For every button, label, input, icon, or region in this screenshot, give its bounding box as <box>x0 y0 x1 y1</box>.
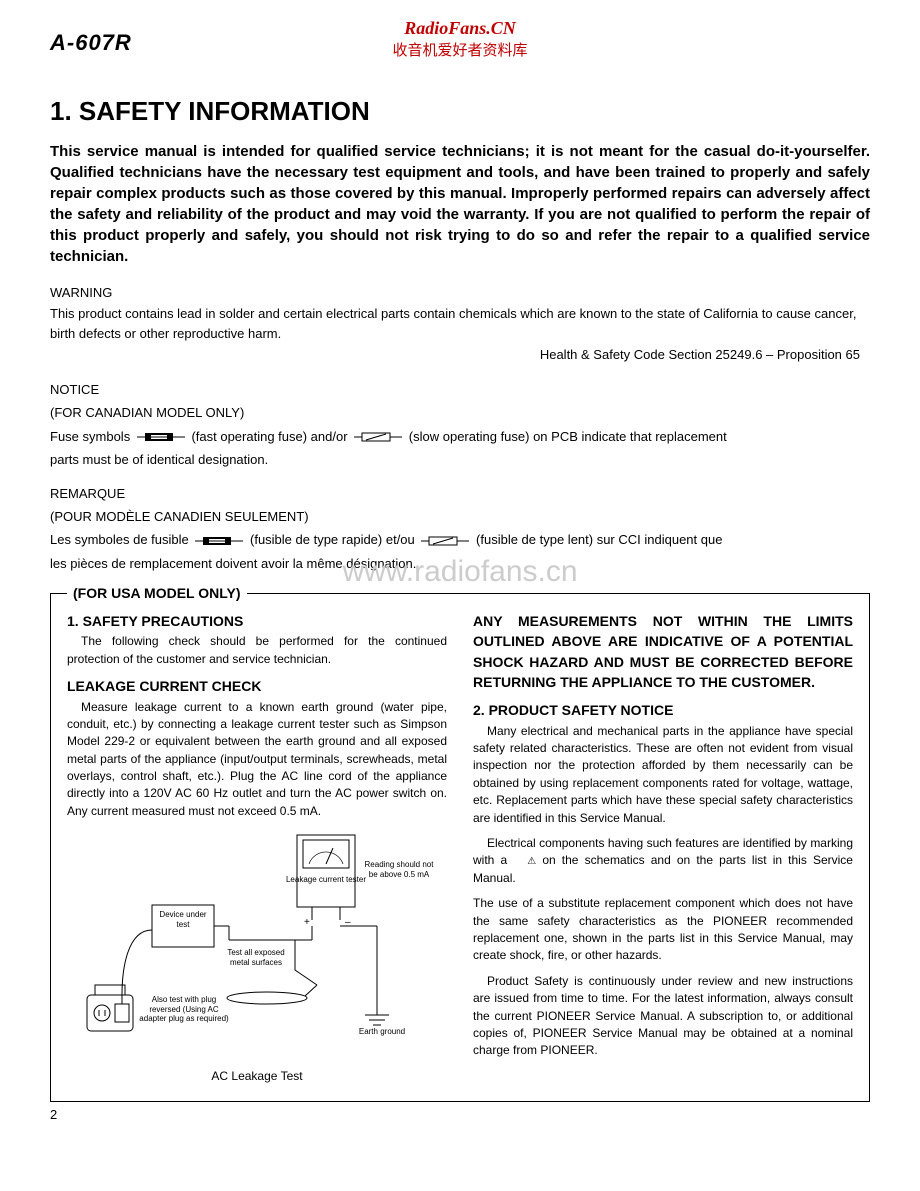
notice-fr: REMARQUE (POUR MODÈLE CANADIEN SEULEMENT… <box>50 482 870 576</box>
fuse-fast-icon <box>195 536 243 546</box>
warning-label: WARNING <box>50 285 870 300</box>
usa-box: (FOR USA MODEL ONLY) 1. SAFETY PRECAUTIO… <box>50 585 870 1102</box>
leakage-diagram: Leakage current tester Reading should no… <box>67 830 447 1085</box>
triangle-icon: ⚠ <box>513 855 536 870</box>
svg-text:+: + <box>304 917 310 928</box>
leakage-diagram-svg: Leakage current tester Reading should no… <box>77 830 437 1060</box>
health-code: Health & Safety Code Section 25249.6 – P… <box>50 347 870 362</box>
svg-text:Leakage current tester: Leakage current tester <box>286 875 366 884</box>
leakage-heading: LEAKAGE CURRENT CHECK <box>67 676 447 696</box>
remarque-pre: Les symboles de fusible <box>50 532 189 547</box>
product-safety-p1: Many electrical and mechanical parts in … <box>473 723 853 827</box>
product-safety-p2: Electrical components having such featur… <box>473 835 853 887</box>
watermark-site: RadioFans.CN <box>392 18 527 39</box>
notice-label: NOTICE <box>50 378 870 401</box>
notice-pre: Fuse symbols <box>50 429 130 444</box>
product-safety-p4: Product Safety is continuously under rev… <box>473 973 853 1060</box>
watermark-top: RadioFans.CN 收音机爱好者资料库 <box>392 18 527 60</box>
usa-legend: (FOR USA MODEL ONLY) <box>67 585 247 601</box>
safety-precautions-text: The following check should be performed … <box>67 633 447 668</box>
page-number: 2 <box>50 1107 57 1122</box>
right-column: ANY MEASUREMENTS NOT WITHIN THE LIMITS O… <box>473 611 853 1085</box>
section-title: 1. SAFETY INFORMATION <box>50 96 870 127</box>
warning-text: This product contains lead in solder and… <box>50 304 870 343</box>
notice-mid1: (fast operating fuse) and/or <box>191 429 347 444</box>
notice-sub: (FOR CANADIAN MODEL ONLY) <box>50 401 870 424</box>
fuse-slow-icon <box>354 432 402 442</box>
leakage-text: Measure leakage current to a known earth… <box>67 699 447 821</box>
notice-tail: parts must be of identical designation. <box>50 448 870 471</box>
safety-precautions-heading: 1. SAFETY PRECAUTIONS <box>67 611 447 631</box>
remarque-mid1: (fusible de type rapide) et/ou <box>250 532 415 547</box>
model-number: A-607R <box>50 30 132 56</box>
diagram-caption: AC Leakage Test <box>67 1068 447 1085</box>
product-safety-heading: 2. PRODUCT SAFETY NOTICE <box>473 700 853 720</box>
notice-mid2: (slow operating fuse) on PCB indicate th… <box>409 429 727 444</box>
remarque-tail: les pièces de remplacement doivent avoir… <box>50 552 870 575</box>
fuse-fast-icon <box>137 432 185 442</box>
notice-en: NOTICE (FOR CANADIAN MODEL ONLY) Fuse sy… <box>50 378 870 472</box>
measurement-warning: ANY MEASUREMENTS NOT WITHIN THE LIMITS O… <box>473 611 853 692</box>
remarque-sub: (POUR MODÈLE CANADIEN SEULEMENT) <box>50 505 870 528</box>
intro-text: This service manual is intended for qual… <box>50 141 870 267</box>
left-column: 1. SAFETY PRECAUTIONS The following chec… <box>67 611 447 1085</box>
remarque-mid2: (fusible de type lent) sur CCI indiquent… <box>476 532 722 547</box>
product-safety-p3: The use of a substitute replacement comp… <box>473 895 853 965</box>
remarque-label: REMARQUE <box>50 482 870 505</box>
watermark-cn: 收音机爱好者资料库 <box>392 39 527 60</box>
fuse-slow-icon <box>421 536 469 546</box>
